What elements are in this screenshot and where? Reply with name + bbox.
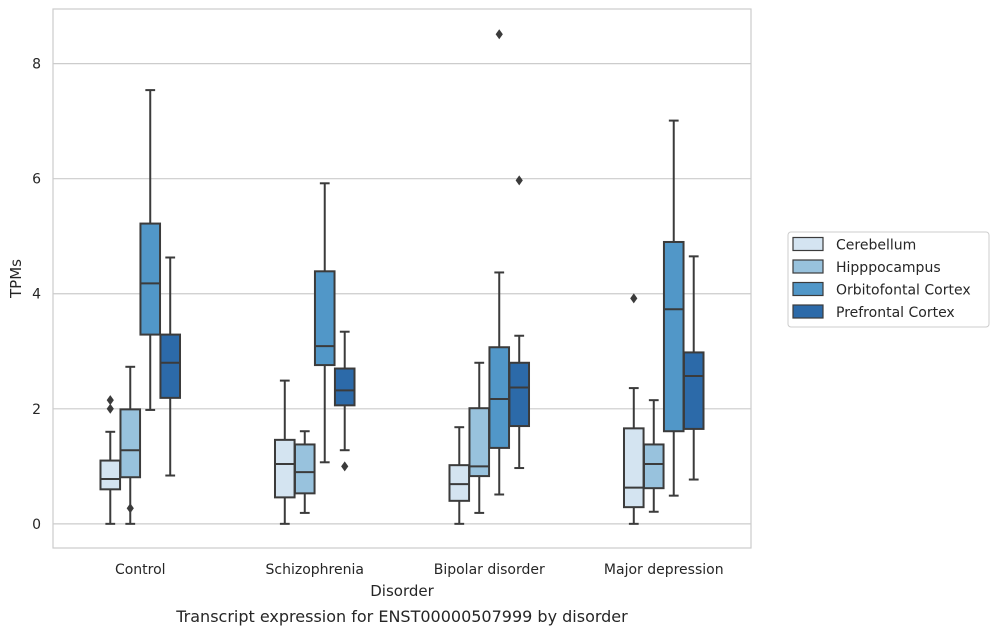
legend-item: Hipppocampus [792, 259, 941, 276]
box-iqr [682, 351, 705, 430]
y-tick-label: 8 [32, 57, 41, 73]
box-iqr [139, 222, 162, 336]
chart-caption: Transcript expression for ENST0000050799… [175, 607, 628, 626]
box-iqr [622, 427, 645, 509]
box-plot [682, 255, 705, 481]
outlier-point [515, 175, 523, 186]
box-plot [333, 330, 356, 472]
box-iqr [313, 270, 336, 367]
box-iqr [448, 464, 471, 502]
box-plot [662, 119, 685, 497]
y-axis-title: TPMs [7, 259, 25, 299]
box-iqr [662, 240, 685, 433]
box-iqr [273, 438, 296, 499]
y-tick-label: 2 [32, 402, 41, 418]
box-plot [159, 256, 182, 477]
box-plot [313, 182, 336, 464]
legend-item: Cerebellum [792, 236, 916, 254]
legend-label: Hipppocampus [836, 260, 941, 276]
legend-frame [787, 231, 990, 328]
legend: Cerebellum Hipppocampus Orbitofontal Corte… [787, 231, 990, 328]
x-tick-label: Schizophrenia [266, 562, 364, 578]
legend-item: Prefrontal Cortex [792, 304, 955, 321]
x-axis-title: Disorder [370, 582, 434, 600]
legend-swatch [792, 304, 824, 319]
legend-swatch [792, 236, 824, 252]
outlier-point [630, 293, 638, 304]
box-iqr [333, 367, 356, 407]
y-tick-label: 6 [32, 172, 41, 188]
box-iqr [119, 408, 142, 479]
box-plot [119, 365, 142, 525]
box-plot [622, 293, 645, 525]
box-iqr [508, 361, 531, 428]
outlier-point [106, 395, 114, 406]
box-iqr [488, 346, 511, 449]
box-series [99, 29, 705, 525]
box-plot [448, 426, 471, 525]
series-group [159, 175, 705, 481]
box-plot [139, 89, 162, 411]
outlier-point [126, 503, 134, 514]
y-tick-label: 0 [32, 517, 41, 533]
box-plot [99, 395, 122, 525]
legend-swatch [792, 259, 824, 274]
legend-label: Cerebellum [836, 238, 916, 254]
x-tick-label: Major depression [604, 562, 724, 578]
box-iqr [99, 459, 122, 491]
box-iqr [642, 443, 665, 490]
legend-item: Orbitofontal Cortex [792, 281, 971, 299]
x-tick-label: Control [115, 562, 166, 578]
legend-swatch [792, 281, 824, 297]
box-plot [293, 430, 316, 514]
box-plot [273, 379, 296, 525]
plot-frame [52, 8, 752, 549]
box-plot [508, 175, 531, 470]
outlier-point [106, 403, 114, 414]
box-iqr [293, 443, 316, 495]
box-plot [642, 399, 665, 513]
box-plot [488, 29, 511, 496]
series-group [139, 29, 685, 497]
outlier-point [495, 29, 503, 40]
y-tick-label: 4 [32, 287, 41, 303]
x-tick-label: Bipolar disorder [434, 562, 545, 578]
x-tick-labels: Control Schizophrenia Bipolar disorder Majo… [115, 562, 724, 578]
y-tick-labels: 0 2 4 6 8 [32, 57, 41, 533]
legend-label: Prefrontal Cortex [836, 305, 955, 321]
legend-label: Orbitofontal Cortex [836, 283, 971, 299]
series-group [119, 361, 665, 525]
outlier-point [341, 461, 349, 472]
box-iqr [159, 333, 182, 399]
box-plot [468, 361, 491, 514]
